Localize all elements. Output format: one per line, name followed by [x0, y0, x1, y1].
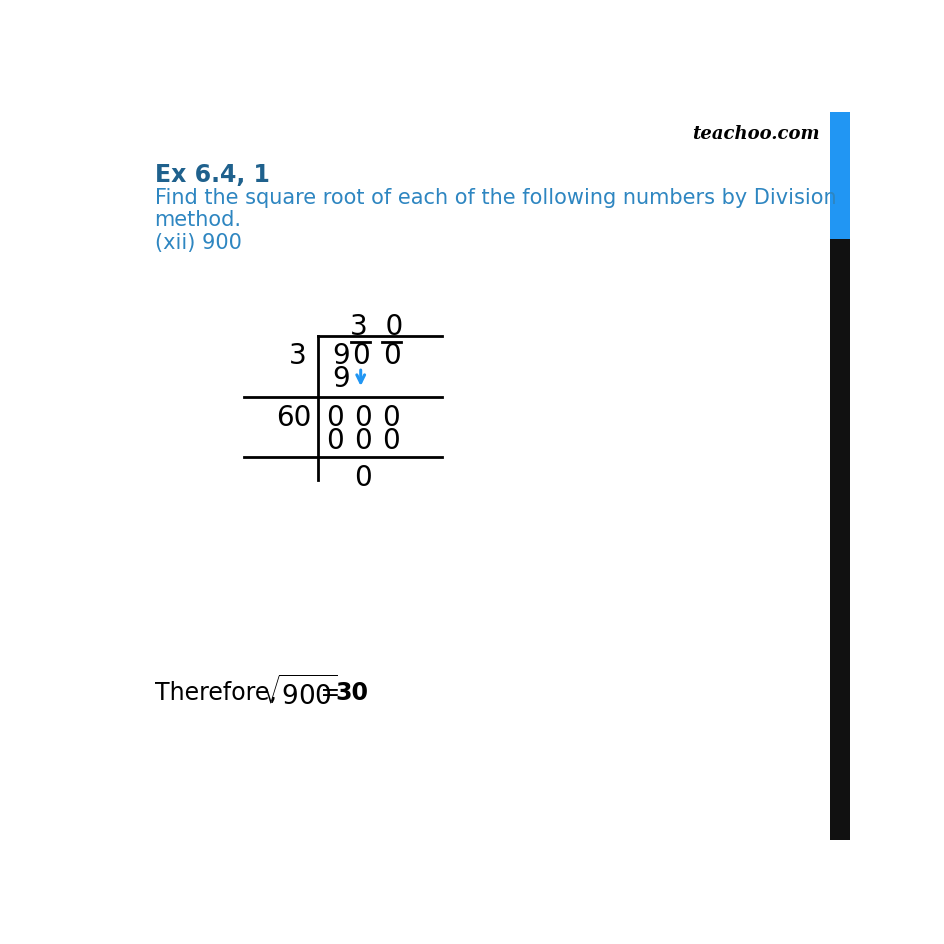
Text: 9: 9: [331, 364, 349, 393]
Text: 9: 9: [331, 342, 349, 369]
Text: =: =: [313, 681, 347, 704]
Text: 0: 0: [354, 426, 372, 454]
Text: 60: 60: [277, 403, 312, 431]
Bar: [829, 113, 850, 240]
Text: teachoo.com: teachoo.com: [691, 125, 818, 143]
Text: 3  0: 3 0: [349, 312, 402, 341]
Text: 0: 0: [354, 403, 372, 431]
Text: 30: 30: [335, 681, 368, 704]
Text: 0: 0: [381, 426, 399, 454]
Text: 0: 0: [351, 342, 369, 369]
Text: Therefore,: Therefore,: [155, 681, 284, 704]
Text: $\sqrt{900}$: $\sqrt{900}$: [262, 675, 337, 710]
Text: Ex 6.4, 1: Ex 6.4, 1: [155, 163, 269, 187]
Text: 0: 0: [326, 403, 344, 431]
Text: 0: 0: [354, 464, 372, 491]
Text: 0: 0: [381, 403, 399, 431]
Text: Find the square root of each of the following numbers by Division: Find the square root of each of the foll…: [155, 188, 835, 208]
Text: 0: 0: [382, 342, 400, 369]
Text: 0: 0: [326, 426, 344, 454]
Text: method.: method.: [155, 210, 242, 229]
Bar: [829, 240, 850, 840]
Text: (xii) 900: (xii) 900: [155, 232, 241, 252]
Text: 3: 3: [289, 342, 306, 369]
